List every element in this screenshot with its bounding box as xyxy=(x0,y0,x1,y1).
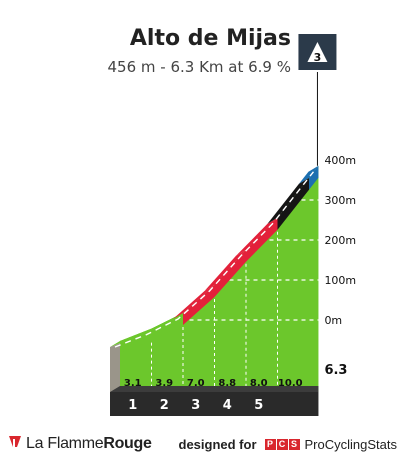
km-marker-2: 2 xyxy=(160,398,169,413)
km-marker-5: 5 xyxy=(254,398,263,413)
climb-subtitle: 456 m - 6.3 Km at 6.9 % xyxy=(107,58,291,76)
category-badge-number: 3 xyxy=(314,51,322,64)
category-badge-triangle xyxy=(307,42,328,62)
y-tick-label-0m: 0m xyxy=(324,314,342,327)
end-distance-label: 6.3 xyxy=(324,363,347,378)
ribbon-face-3 xyxy=(183,285,215,325)
gradient-label-km1: 3.1 xyxy=(124,378,142,389)
credit: designed for P C S ProCyclingStats xyxy=(179,437,398,452)
y-tick-label-300m: 300m xyxy=(324,194,356,207)
ribbon-segment-5 xyxy=(236,217,278,256)
la-flamme-rouge-logo: La Flamme Rouge xyxy=(8,435,152,453)
ribbon-segment-3 xyxy=(173,285,215,319)
pcs-letter-p: P xyxy=(264,438,276,450)
km-marker-3: 3 xyxy=(191,398,200,413)
gradient-label-km3: 7.0 xyxy=(187,378,205,389)
ribbon-face-4 xyxy=(214,249,246,297)
climb-area-fill xyxy=(120,165,319,392)
gradient-label-km6: 10.0 xyxy=(278,378,303,389)
gradient-label-km2: 3.9 xyxy=(155,378,173,389)
ribbon-face-1 xyxy=(120,328,152,353)
footer: La Flamme Rouge designed for P C S ProCyc… xyxy=(0,432,405,456)
road-centre-line xyxy=(114,171,314,348)
pcs-name: ProCyclingStats xyxy=(304,436,397,452)
flame-flag-icon xyxy=(9,436,21,451)
brand-name-bold: Rouge xyxy=(103,435,152,452)
base-band-top xyxy=(110,386,319,392)
y-tick-label-100m: 100m xyxy=(324,274,356,287)
climb-title: Alto de Mijas xyxy=(129,26,291,51)
base-band xyxy=(110,392,319,416)
credit-prefix: designed for xyxy=(178,436,257,452)
gradient-label-km4: 8.8 xyxy=(218,378,236,389)
gradient-label-km5: 8.0 xyxy=(250,378,268,389)
pcs-logo-icon: P C S xyxy=(264,438,301,450)
km-marker-4: 4 xyxy=(223,398,232,413)
ribbon-segment-6 xyxy=(267,177,309,224)
ribbon-face-6 xyxy=(277,177,309,230)
km-marker-1: 1 xyxy=(128,398,137,413)
y-tick-label-400m: 400m xyxy=(324,154,356,167)
pcs-letter-s: S xyxy=(288,438,300,450)
ribbon-face-7 xyxy=(309,165,319,190)
ribbon-face-5 xyxy=(246,217,278,262)
ribbon-segment-4 xyxy=(204,249,246,291)
ribbon-segment-7 xyxy=(299,165,319,184)
y-tick-label-200m: 200m xyxy=(324,234,356,247)
brand-name-light: La Flamme xyxy=(26,435,104,452)
pcs-letter-c: C xyxy=(276,438,288,450)
